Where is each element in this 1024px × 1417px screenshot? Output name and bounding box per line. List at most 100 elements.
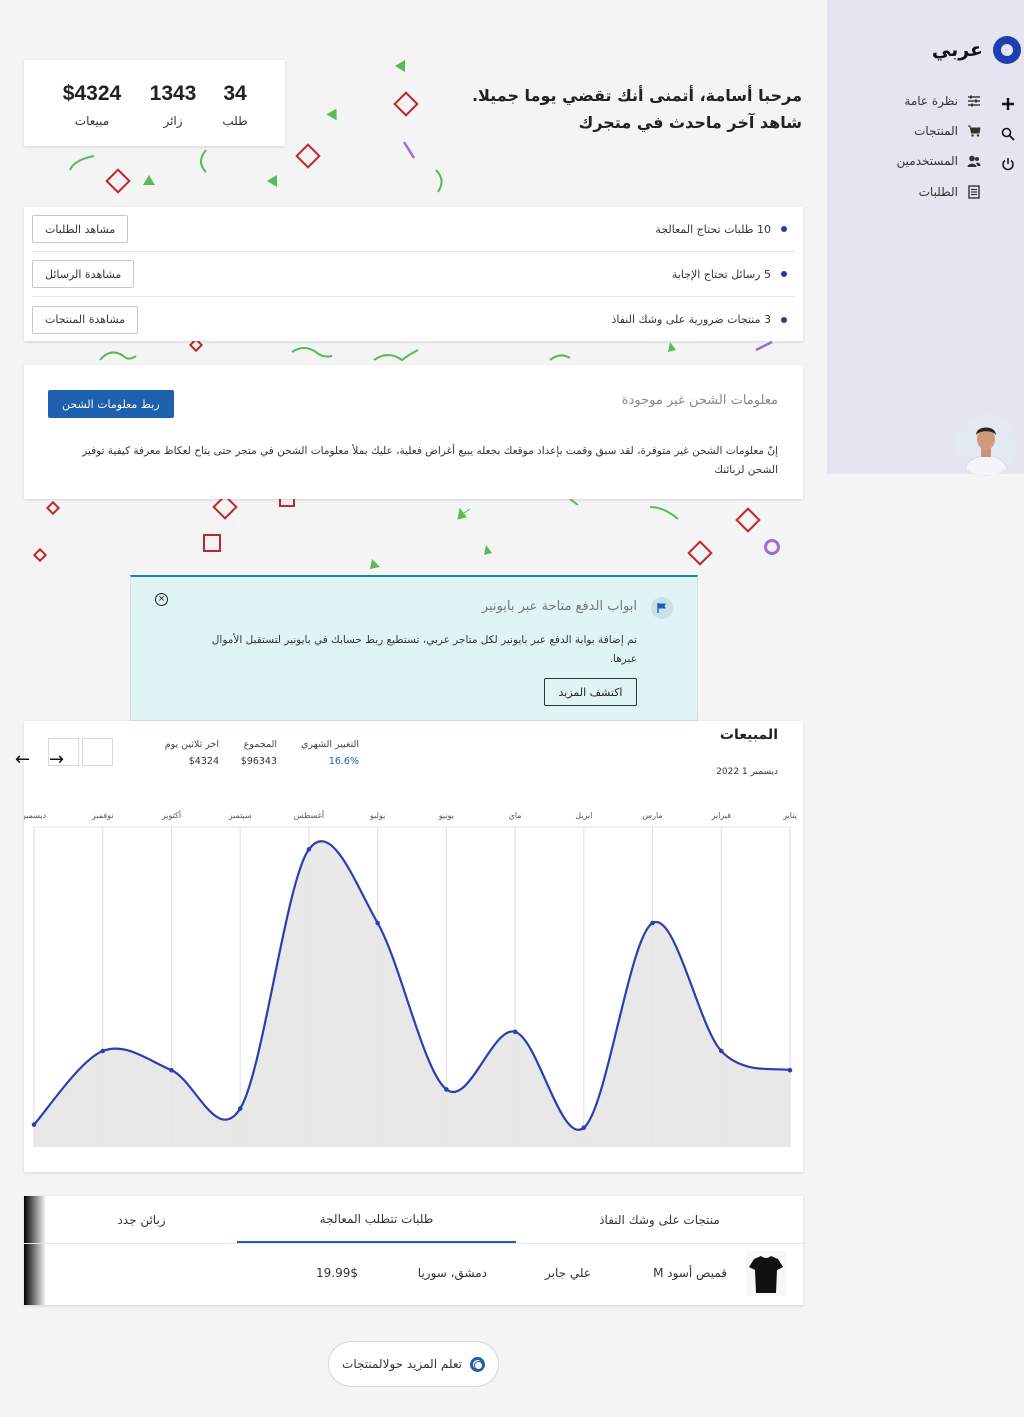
- plus-icon[interactable]: [1000, 96, 1016, 112]
- chart-x-tick-label: أغسطس: [294, 810, 324, 820]
- chart-x-tick-label: مارس: [642, 811, 662, 820]
- confetti-square: [279, 495, 295, 507]
- chart-x-tick-label: ديسمبر: [24, 811, 47, 820]
- task-row: 3 منتجات ضرورية على وشك النفاذ مشاهدة ال…: [32, 297, 795, 342]
- stat-label: طلب: [222, 114, 248, 128]
- sidebar-item-label: الطلبات: [918, 185, 958, 199]
- task-row: 5 رسائل تحتاج الإجابة مشاهدة الرسائل: [32, 252, 795, 297]
- customer-location: دمشق، سوريا: [417, 1266, 487, 1280]
- list-icon: [968, 185, 980, 199]
- sales-chart: يناير فبراير مارس ابريل ماي يونيو يوليو أغسطس سب…: [24, 810, 797, 1147]
- metric-label: التغيير الشهري: [300, 739, 359, 750]
- chart-data-point: [169, 1067, 174, 1073]
- notice-title: ابواب الدفع متاحة عبر بايونير: [481, 599, 637, 614]
- view-orders-button[interactable]: مشاهد الطلبات: [32, 215, 129, 243]
- confetti-squiggles: [370, 498, 679, 569]
- chart-data-point: [237, 1106, 243, 1111]
- link-shipping-button[interactable]: ربط معلومات الشحن: [48, 390, 174, 418]
- chart-data-point: [650, 920, 655, 926]
- chart-x-tick-label: ابريل: [575, 811, 592, 820]
- sliders-icon: [968, 95, 980, 107]
- chart-x-tick-label: يونيو: [438, 811, 454, 820]
- brand-logo-icon: [993, 36, 1021, 64]
- stats-card: 34 طلب 1343 زائر $4324 مبيعات: [24, 60, 285, 146]
- chart-data-point: [375, 920, 380, 926]
- chart-data-point: [31, 1122, 37, 1127]
- task-text: 5 رسائل تحتاج الإجابة: [672, 268, 795, 281]
- sidebar-item-overview[interactable]: نظرة عامة: [904, 94, 981, 108]
- customer-name: علي جابر: [545, 1266, 591, 1280]
- confetti-square: [45, 500, 61, 516]
- sidebar-item-products[interactable]: المنتجات: [914, 124, 981, 138]
- lifebuoy-icon: [469, 1356, 485, 1372]
- cart-icon: [968, 125, 981, 137]
- chart-x-tick-label: سبتمبر: [228, 811, 252, 820]
- task-text: 3 منتجات ضرورية على وشك النفاذ: [611, 313, 795, 326]
- payoneer-notice: ابواب الدفع متاحة عبر بايونير × تم إضافة…: [130, 575, 698, 721]
- product-name: قميص أسود M: [653, 1266, 727, 1280]
- scroll-fade: [24, 1196, 46, 1305]
- view-messages-button[interactable]: مشاهدة الرسائل: [32, 260, 135, 288]
- chart-x-tick-label: ماي: [509, 811, 522, 820]
- confetti-square: [203, 534, 221, 552]
- bullet-icon: [781, 226, 787, 232]
- chart-x-tick-label: فبراير: [711, 811, 732, 820]
- power-icon[interactable]: [1000, 156, 1016, 172]
- stat-value: $4324: [62, 82, 122, 105]
- greeting: مرحبا أسامة، أتمنى أنك تقضي يوما جميلا. …: [472, 82, 802, 136]
- confetti-square: [393, 91, 419, 117]
- brand[interactable]: عربي: [932, 36, 1021, 64]
- tab-new-customers[interactable]: زبائن جدد: [117, 1212, 166, 1227]
- confetti-triangle: [326, 105, 342, 121]
- arrow-right-icon[interactable]: →: [49, 749, 65, 770]
- tab-low-stock[interactable]: منتجات على وشك النفاذ: [599, 1212, 720, 1227]
- sidebar-item-label: المستخدمين: [896, 154, 958, 168]
- metric-label: اخر ثلاثين يوم: [164, 739, 219, 750]
- stat-orders: 34 طلب: [220, 82, 250, 128]
- confetti-triangle: [143, 175, 155, 185]
- chart-data-point: [787, 1067, 793, 1073]
- bullet-icon: [781, 316, 787, 323]
- search-icon[interactable]: [1000, 126, 1016, 142]
- task-label: 10 طلبات تحتاج المعالجة: [655, 222, 771, 236]
- users-icon: [967, 155, 981, 167]
- confetti-squiggles: [99, 340, 773, 362]
- stat-visitors: 1343 زائر: [145, 82, 201, 128]
- stat-sales: $4324 مبيعات: [57, 82, 127, 128]
- tab-pending-orders[interactable]: طلبات تتطلب المعالجة: [237, 1196, 516, 1243]
- product-thumbnail: [746, 1251, 786, 1296]
- learn-more-button[interactable]: تعلم المزيد حولالمنتجات: [328, 1341, 499, 1387]
- sales-date: ديسمبر 1 2022: [716, 767, 778, 777]
- chart-data-point: [512, 1029, 518, 1035]
- metric-value: 16.6%: [328, 756, 359, 767]
- stat-value: 34: [223, 82, 247, 105]
- chart-data-point: [306, 847, 312, 852]
- chart-range-box[interactable]: [48, 738, 79, 766]
- task-label: 5 رسائل تحتاج الإجابة: [671, 267, 771, 281]
- confetti-square: [32, 547, 48, 563]
- view-products-button[interactable]: مشاهدة المنتجات: [32, 305, 139, 334]
- divider: [24, 1243, 803, 1244]
- confetti-squiggles: [69, 141, 443, 193]
- tasks-card: 10 طلبات تحتاج المعالجة مشاهد الطلبات 5 …: [24, 207, 803, 341]
- tabs-card: منتجات على وشك النفاذ طلبات تتطلب المعال…: [24, 1196, 803, 1305]
- order-price: 19.99$: [316, 1266, 358, 1280]
- brand-name: عربي: [931, 39, 983, 61]
- close-icon[interactable]: ×: [155, 593, 168, 606]
- confetti-ring: [764, 539, 780, 555]
- greeting-line: مرحبا أسامة، أتمنى أنك تقضي يوما جميلا.: [471, 86, 802, 105]
- stat-label: مبيعات: [74, 114, 110, 128]
- metric-total: المجموع $96343: [241, 739, 277, 767]
- shipping-card: معلومات الشحن غير موجودة ربط معلومات الش…: [24, 365, 803, 499]
- arrow-left-icon[interactable]: ←: [15, 749, 31, 770]
- sidebar-item-label: نظرة عامة: [904, 94, 958, 108]
- avatar[interactable]: [955, 414, 1017, 476]
- metric-value: $96343: [240, 756, 277, 767]
- chart-range-box[interactable]: [82, 738, 113, 766]
- sidebar-item-label: المنتجات: [914, 124, 958, 138]
- discover-more-button[interactable]: اكتشف المزيد: [544, 678, 637, 706]
- sidebar-item-users[interactable]: المستخدمين: [897, 154, 981, 168]
- sidebar-item-orders[interactable]: الطلبات: [919, 185, 981, 199]
- sales-title: المبيعات: [719, 727, 778, 743]
- chart-data-point: [100, 1048, 106, 1054]
